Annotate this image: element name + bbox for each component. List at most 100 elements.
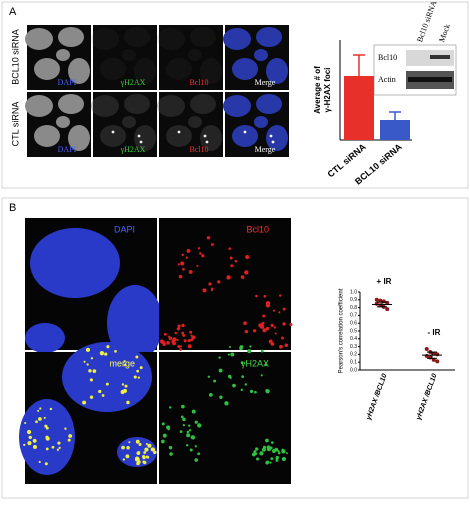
focus <box>194 420 198 424</box>
focus <box>229 376 232 380</box>
focus <box>105 382 109 386</box>
nucleus <box>190 27 216 47</box>
focus <box>68 434 73 438</box>
point <box>374 297 379 302</box>
focus <box>32 438 37 443</box>
focus <box>179 430 183 434</box>
focus <box>182 417 186 422</box>
panel-label: B <box>9 202 16 214</box>
nucleus <box>266 125 288 151</box>
focus <box>99 351 105 356</box>
focus <box>269 461 272 464</box>
y-axis-label: Pearson's correlation coefficient <box>339 288 345 373</box>
focus <box>161 422 165 426</box>
focus <box>139 140 143 144</box>
focus <box>153 450 157 455</box>
focus <box>181 323 185 328</box>
focus <box>125 454 130 459</box>
focus <box>208 392 213 397</box>
focus <box>179 348 183 351</box>
image-label: Merge <box>255 78 276 87</box>
focus <box>207 375 210 378</box>
micrograph <box>159 25 223 90</box>
focus <box>255 447 259 451</box>
focus <box>234 259 238 263</box>
nucleus <box>188 116 202 128</box>
panel-b-frame <box>1 197 469 499</box>
nucleus <box>91 28 119 50</box>
focus <box>174 331 177 335</box>
y-tick-label: 0.7 <box>350 313 357 319</box>
focus <box>278 311 281 314</box>
focus <box>51 445 55 449</box>
focus <box>270 457 274 461</box>
focus <box>262 314 266 318</box>
image-label: Bcl10 <box>189 145 208 154</box>
y-tick-label: 0.3 <box>350 344 357 350</box>
focus <box>282 322 286 326</box>
focus <box>262 328 267 333</box>
nucleus <box>25 28 53 50</box>
band-label: Bcl10 <box>378 53 397 62</box>
focus <box>206 236 211 240</box>
nucleus <box>34 125 60 147</box>
point <box>385 307 390 312</box>
focus <box>269 134 273 138</box>
focus <box>137 376 140 379</box>
focus <box>260 374 263 377</box>
focus <box>166 340 170 345</box>
annotation: - IR <box>428 328 441 337</box>
focus <box>192 336 195 339</box>
image-label: γH2AX <box>120 145 146 154</box>
nucleus <box>58 94 84 114</box>
focus <box>218 356 221 359</box>
nucleus <box>91 95 119 117</box>
focus <box>28 435 32 440</box>
image-label: Bcl10 <box>246 224 269 234</box>
focus <box>136 369 140 373</box>
focus <box>190 435 196 440</box>
y-tick-label: 0.8 <box>350 305 357 311</box>
annotation: + IR <box>377 277 392 286</box>
focus <box>210 288 214 292</box>
focus <box>253 450 257 454</box>
focus <box>281 456 287 462</box>
focus <box>261 322 265 326</box>
focus <box>289 323 293 327</box>
image-label: Merge <box>255 145 276 154</box>
focus <box>111 130 115 134</box>
focus <box>126 445 130 450</box>
y-tick-label: 0.9 <box>350 297 357 303</box>
focus <box>137 134 141 138</box>
focus <box>189 330 193 334</box>
nucleus <box>200 58 222 84</box>
nucleus <box>134 125 156 151</box>
focus <box>180 415 184 419</box>
focus <box>239 345 244 349</box>
focus <box>45 447 49 451</box>
focus <box>243 321 247 326</box>
row-label: CTL siRNA <box>10 102 20 147</box>
focus <box>38 417 42 421</box>
focus <box>185 444 189 447</box>
nucleus <box>266 58 288 84</box>
focus <box>38 460 41 464</box>
focus <box>37 409 40 412</box>
focus <box>275 455 280 460</box>
focus <box>114 350 117 353</box>
focus <box>282 307 286 311</box>
focus <box>176 327 181 331</box>
focus <box>243 130 247 134</box>
point <box>431 357 436 362</box>
micrographs-b: DAPI Bcl10 merge γH2AX <box>19 218 293 484</box>
focus <box>279 344 283 349</box>
focus <box>213 379 217 383</box>
focus <box>232 383 236 388</box>
focus <box>180 261 185 266</box>
nucleus <box>124 27 150 47</box>
focus <box>265 460 270 464</box>
focus <box>172 341 177 346</box>
focus <box>162 433 167 438</box>
focus <box>177 263 180 266</box>
focus <box>197 423 202 428</box>
